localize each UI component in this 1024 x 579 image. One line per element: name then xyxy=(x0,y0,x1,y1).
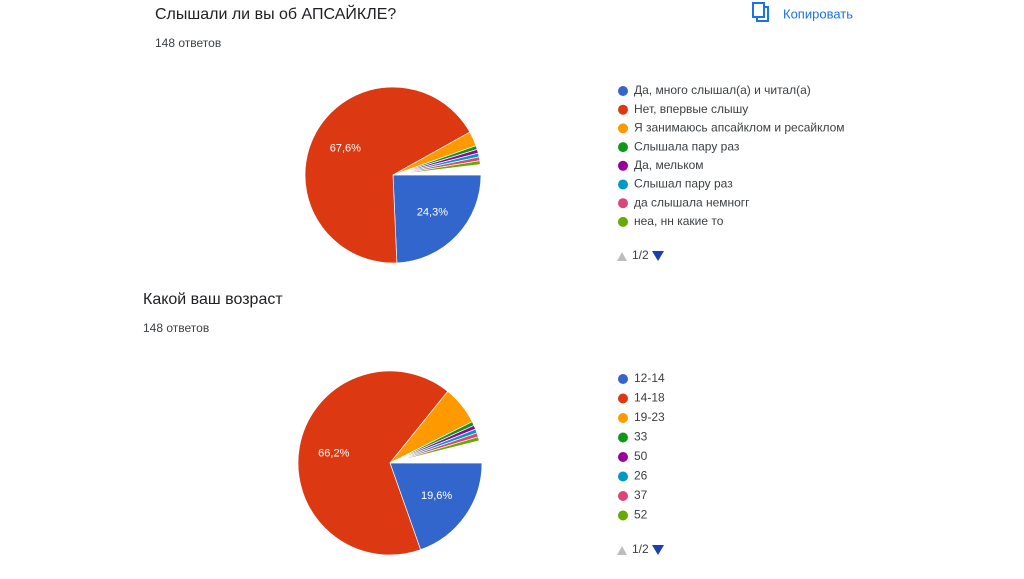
legend-swatch xyxy=(618,471,628,482)
pie-slice xyxy=(304,86,471,264)
pie-slice xyxy=(392,160,481,176)
pie-slice xyxy=(389,436,480,464)
legend-swatch xyxy=(618,142,628,153)
slice-label: 19,6% xyxy=(421,490,452,502)
pager-next[interactable] xyxy=(652,545,664,555)
legend-swatch xyxy=(618,160,628,171)
legend-swatch xyxy=(618,123,628,134)
chart-title: Какой ваш возраст xyxy=(143,291,283,308)
legend-label: 26 xyxy=(634,469,648,483)
chart-title: Слышали ли вы об АПСАЙКЛЕ? xyxy=(155,4,396,23)
legend-label: 33 xyxy=(634,430,648,444)
slice-label: 66,2% xyxy=(318,447,349,459)
legend-swatch xyxy=(618,374,628,384)
legend-swatch xyxy=(618,179,628,190)
legend-label: да слышала немногг xyxy=(634,195,750,209)
legend-label: 50 xyxy=(634,449,648,463)
copy-icon xyxy=(752,2,765,18)
charts: Слышали ли вы об АПСАЙКЛЕ? 148 ответов 24,… xyxy=(143,4,845,556)
copy-label: Копировать xyxy=(783,6,853,21)
legend-swatch xyxy=(618,104,628,115)
pie-slice xyxy=(297,370,449,556)
legend-swatch xyxy=(618,86,628,96)
legend-swatch xyxy=(618,452,628,462)
legend-label: 14-18 xyxy=(634,391,665,405)
pager-prev[interactable] xyxy=(617,546,627,555)
legend-label: Да, много слышал(а) и читал(а) xyxy=(634,83,811,97)
pie-slice xyxy=(392,174,482,264)
legend-label: 37 xyxy=(634,488,648,502)
pager-next[interactable] xyxy=(652,251,664,261)
legend-swatch xyxy=(618,198,628,209)
pager-label: 1/2 xyxy=(632,248,649,262)
legend-label: Я занимаюсь апсайклом и ресайклом xyxy=(634,121,845,135)
legend-swatch xyxy=(618,413,628,423)
copy-button[interactable]: Копировать xyxy=(752,2,853,22)
legend-label: 12-14 xyxy=(634,371,665,385)
slice-label: 67,6% xyxy=(330,142,361,154)
legend-swatch xyxy=(618,491,628,501)
pager-prev[interactable] xyxy=(617,252,627,261)
legend-swatch xyxy=(618,393,628,404)
legend-label: Нет, впервые слышу xyxy=(634,102,748,116)
legend-label: Слышала пару раз xyxy=(634,139,740,153)
legend-label: Слышал пару раз xyxy=(634,177,733,191)
legend-label: 52 xyxy=(634,508,648,522)
legend-label: неа, нн какие то xyxy=(634,214,724,228)
legend-label: 19-23 xyxy=(634,410,665,424)
slice-label: 24,3% xyxy=(417,207,448,219)
legend-swatch xyxy=(618,510,628,521)
response-count: 148 ответов xyxy=(143,321,209,335)
response-count: 148 ответов xyxy=(155,36,221,50)
legend-swatch xyxy=(618,432,628,443)
legend-swatch xyxy=(618,216,628,227)
pager-label: 1/2 xyxy=(632,542,649,556)
legend-label: Да, мельком xyxy=(634,158,704,172)
